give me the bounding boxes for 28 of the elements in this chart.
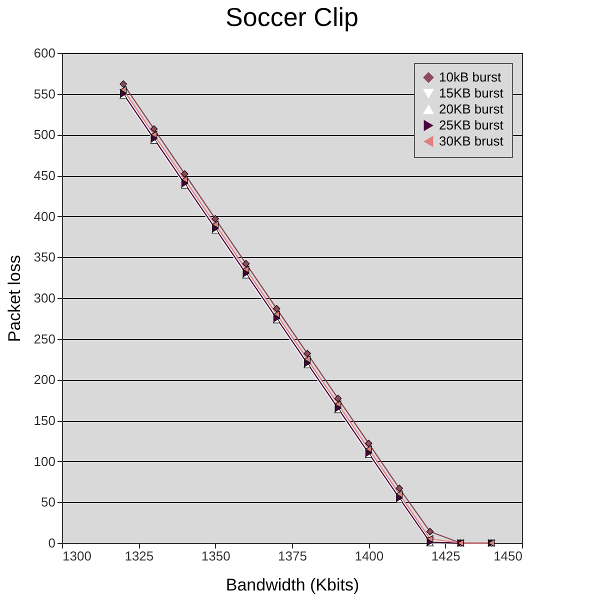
y-tick-label: 350 <box>34 250 56 265</box>
y-tick-label: 550 <box>34 86 56 102</box>
x-tick-label: 1425 <box>431 548 460 564</box>
y-axis-title: Packet loss <box>4 255 24 342</box>
y-tick-label: 500 <box>34 127 56 142</box>
y-tick-label: 400 <box>34 208 56 224</box>
y-tick-label: 300 <box>34 290 56 306</box>
legend-label: 15KB burst <box>439 86 504 100</box>
legend-label: 30KB brust <box>439 134 504 148</box>
y-tick-label: 450 <box>34 168 56 183</box>
y-tick-label: 250 <box>34 331 56 346</box>
x-tick-label: 1325 <box>124 548 154 564</box>
legend-label: 25KB burst <box>439 118 504 132</box>
chart-title: Soccer Clip <box>226 2 358 32</box>
x-tick-label: 1450 <box>494 548 522 564</box>
x-tick-label: 1350 <box>201 548 230 564</box>
y-tick-label: 200 <box>34 372 56 388</box>
y-tick-label: 150 <box>34 413 56 428</box>
x-tick-label: 1375 <box>278 548 307 564</box>
y-tick-label: 100 <box>34 454 56 469</box>
x-tick-label: 1300 <box>62 548 92 564</box>
y-tick-label: 0 <box>48 536 56 550</box>
y-tick-label: 50 <box>41 494 56 510</box>
y-tick-label: 600 <box>34 46 56 60</box>
x-tick-label: 1400 <box>354 548 384 564</box>
legend-label: 20KB burst <box>439 102 504 116</box>
x-axis-title: Bandwidth (Kbits) <box>226 576 360 594</box>
legend-label: 10kB burst <box>439 70 502 84</box>
